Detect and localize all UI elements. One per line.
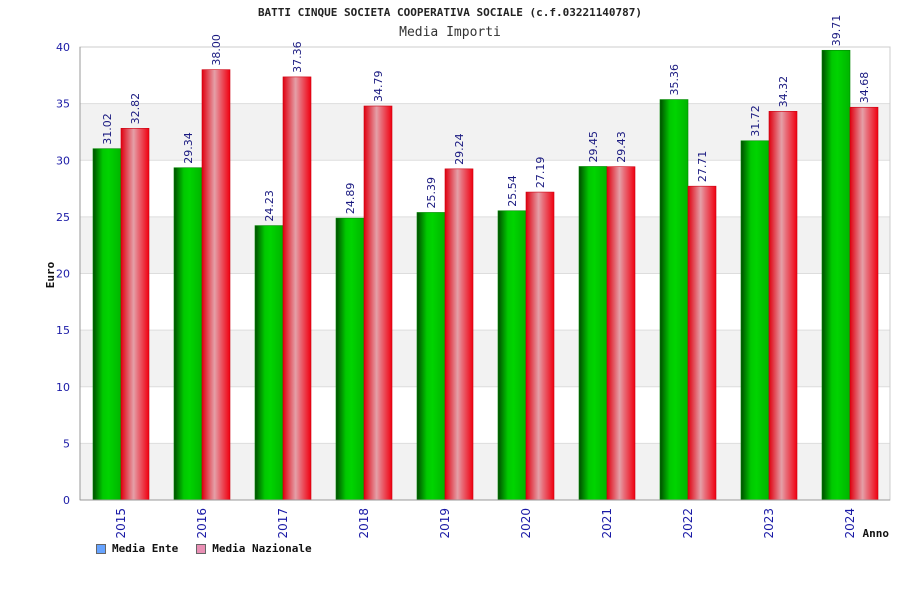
bar-media-ente-2021 [578, 166, 608, 501]
value-label: 34.68 [858, 72, 871, 104]
bar-media-ente-2020 [497, 210, 527, 501]
y-tick-label: 35 [56, 98, 70, 111]
value-label: 29.45 [587, 131, 600, 163]
value-label: 29.34 [182, 132, 195, 164]
value-label: 27.19 [534, 157, 547, 189]
y-tick-label: 30 [56, 154, 70, 167]
x-tick-label: 2024 [843, 508, 857, 539]
value-label: 29.43 [615, 131, 628, 163]
legend-swatch-media-ente [96, 543, 106, 554]
value-label: 27.71 [696, 151, 709, 183]
chart-subtitle: Media Importi [399, 25, 501, 40]
y-tick-label: 15 [56, 324, 70, 337]
bar-media-nazionale-2019 [444, 168, 474, 501]
x-tick-label: 2022 [681, 508, 695, 539]
value-label: 25.39 [425, 177, 438, 209]
bar-media-ente-2017 [254, 225, 284, 501]
bar-media-ente-2023 [740, 140, 770, 501]
x-tick-label: 2018 [357, 508, 371, 539]
x-tick-label: 2017 [276, 508, 290, 539]
value-label: 24.23 [263, 190, 276, 222]
bar-media-nazionale-2020 [525, 191, 555, 501]
grid-band [80, 47, 890, 104]
bar-media-nazionale-2023 [768, 111, 798, 501]
x-tick-label: 2023 [762, 508, 776, 539]
value-label: 34.32 [777, 76, 790, 108]
y-axis-title: Euro [44, 261, 57, 288]
y-tick-label: 10 [56, 381, 70, 394]
bar-media-ente-2016 [173, 167, 203, 501]
bar-media-nazionale-2022 [687, 185, 717, 501]
bar-media-nazionale-2018 [363, 105, 393, 501]
legend: Media Ente Media Nazionale [96, 542, 312, 555]
legend-label-media-nazionale: Media Nazionale [212, 542, 312, 555]
y-tick-label: 5 [63, 437, 70, 450]
bar-media-nazionale-2024 [849, 106, 879, 501]
legend-swatch-media-nazionale [196, 543, 207, 554]
value-label: 25.54 [506, 175, 519, 207]
value-label: 31.02 [101, 113, 114, 145]
legend-item-media-ente: Media Ente [96, 542, 178, 555]
x-tick-label: 2015 [114, 508, 128, 539]
bar-media-nazionale-2015 [120, 128, 150, 501]
bar-media-nazionale-2021 [606, 166, 636, 501]
bar-media-ente-2015 [92, 148, 122, 501]
value-label: 32.82 [129, 93, 142, 125]
chart-title: BATTI CINQUE SOCIETA COOPERATIVA SOCIALE… [257, 6, 643, 19]
x-tick-label: 2019 [438, 508, 452, 539]
bar-media-ente-2019 [416, 212, 446, 501]
value-label: 34.79 [372, 71, 385, 103]
y-tick-label: 20 [56, 268, 70, 281]
y-tick-label: 25 [56, 211, 70, 224]
x-tick-label: 2020 [519, 508, 533, 539]
value-label: 35.36 [668, 64, 681, 96]
value-label: 37.36 [291, 41, 304, 73]
bar-media-ente-2018 [335, 217, 365, 501]
y-tick-label: 40 [56, 41, 70, 54]
value-label: 29.24 [453, 133, 466, 165]
bar-media-nazionale-2016 [201, 69, 231, 501]
value-label: 38.00 [210, 34, 223, 66]
x-tick-label: 2016 [195, 508, 209, 539]
value-label: 39.71 [830, 15, 843, 47]
bar-media-ente-2022 [659, 99, 689, 501]
value-label: 31.72 [749, 105, 762, 137]
bar-media-nazionale-2017 [282, 76, 312, 501]
bar-media-ente-2024 [821, 49, 851, 501]
x-axis-title: Anno [863, 527, 890, 540]
legend-label-media-ente: Media Ente [112, 542, 179, 555]
value-label: 24.89 [344, 183, 357, 215]
legend-item-media-nazionale: Media Nazionale [196, 542, 312, 555]
x-tick-label: 2021 [600, 508, 614, 539]
y-tick-label: 0 [63, 494, 70, 507]
